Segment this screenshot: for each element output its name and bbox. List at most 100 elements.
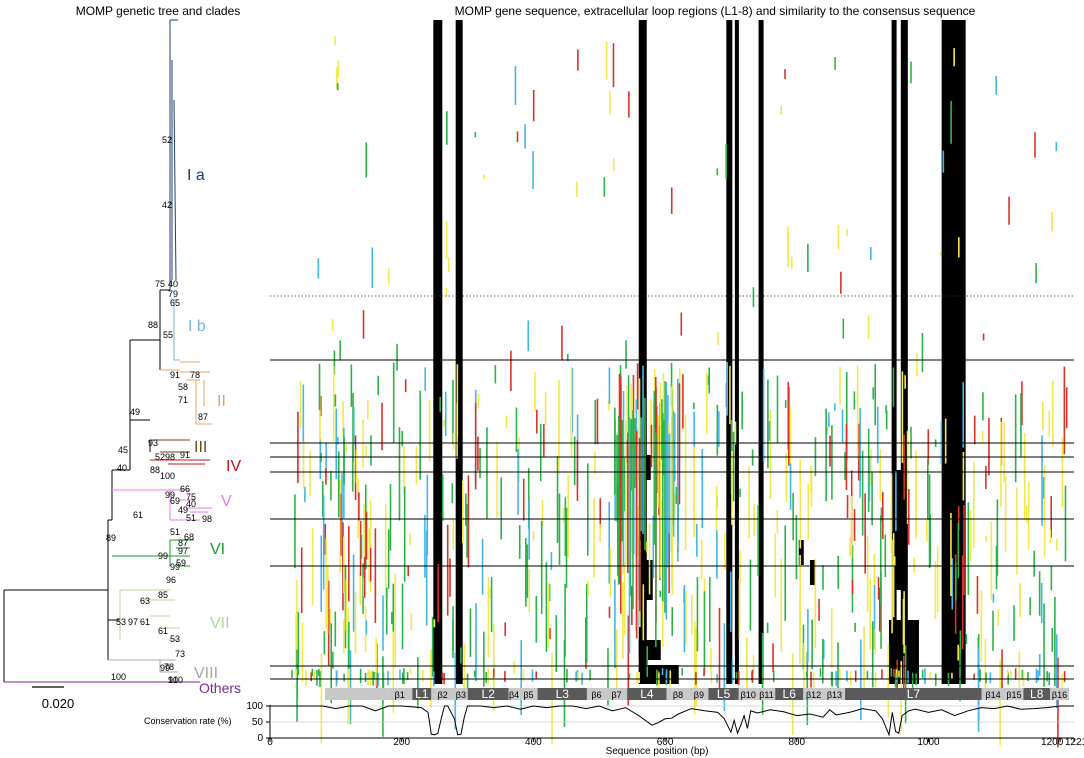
substitution-mark xyxy=(1050,496,1053,538)
substitution-mark xyxy=(623,562,626,636)
substitution-mark xyxy=(881,669,883,679)
substitution-mark xyxy=(682,374,684,429)
substitution-mark xyxy=(640,417,643,532)
substitution-mark xyxy=(558,379,560,474)
substitution-mark xyxy=(735,672,738,679)
substitution-mark xyxy=(906,430,909,525)
substitution-mark xyxy=(335,670,338,687)
substitution-mark xyxy=(1027,482,1030,549)
substitution-mark xyxy=(658,425,660,516)
substitution-mark xyxy=(623,457,626,512)
substitution-mark xyxy=(322,481,324,517)
substitution-mark xyxy=(367,669,369,686)
substitution-mark xyxy=(362,419,364,468)
region-segment xyxy=(845,688,982,700)
variable-region-band xyxy=(891,20,897,684)
substitution-mark xyxy=(474,670,476,678)
substitution-mark xyxy=(576,181,578,198)
substitution-mark xyxy=(718,607,721,689)
substitution-mark xyxy=(690,595,693,635)
substitution-mark xyxy=(695,627,697,706)
substitution-mark xyxy=(957,644,959,661)
substitution-mark xyxy=(349,650,352,725)
substitution-mark xyxy=(409,533,411,546)
substitution-mark xyxy=(871,621,874,688)
substitution-mark xyxy=(333,350,336,374)
substitution-mark xyxy=(784,525,787,621)
substitution-mark xyxy=(630,418,633,491)
substitution-mark xyxy=(995,75,997,95)
region-segment xyxy=(627,688,667,700)
substitution-mark xyxy=(828,412,830,428)
substitution-mark xyxy=(811,619,813,670)
substitution-mark xyxy=(934,673,937,686)
substitution-mark xyxy=(1061,673,1064,690)
substitution-mark xyxy=(627,615,630,706)
substitution-mark xyxy=(1051,627,1054,652)
region-segment xyxy=(803,688,824,700)
substitution-mark xyxy=(452,619,454,659)
substitution-mark xyxy=(870,247,872,261)
substitution-mark xyxy=(351,444,354,492)
clade-label-iii: III xyxy=(194,439,207,456)
substitution-mark xyxy=(655,405,658,494)
substitution-mark xyxy=(927,458,929,521)
substitution-mark xyxy=(942,150,945,173)
substitution-mark xyxy=(615,629,618,698)
substitution-mark xyxy=(642,365,644,534)
region-label: L3 xyxy=(556,687,570,701)
substitution-mark xyxy=(903,591,905,654)
bootstrap-value: 52 xyxy=(155,452,165,462)
bootstrap-value: 78 xyxy=(164,662,174,672)
substitution-mark xyxy=(532,89,535,122)
substitution-mark xyxy=(336,670,339,684)
bootstrap-value: 98 xyxy=(165,452,175,462)
substitution-mark xyxy=(1021,669,1024,680)
clade-label-ib: I b xyxy=(188,318,206,335)
substitution-mark xyxy=(343,673,345,682)
substitution-mark xyxy=(898,670,900,678)
clade-label-vi: VI xyxy=(210,541,225,558)
x-tick-label: 0 xyxy=(267,737,273,748)
substitution-mark xyxy=(936,546,939,612)
substitution-mark xyxy=(424,514,426,578)
substitution-mark xyxy=(334,611,337,647)
substitution-mark xyxy=(562,507,565,523)
substitution-mark xyxy=(456,403,458,459)
substitution-mark xyxy=(660,501,663,521)
substitution-mark xyxy=(352,554,355,632)
substitution-mark xyxy=(532,531,535,541)
substitution-mark xyxy=(543,423,545,457)
substitution-mark xyxy=(894,673,897,688)
substitution-mark xyxy=(780,106,783,115)
substitution-mark xyxy=(957,506,960,531)
substitution-mark xyxy=(331,319,334,331)
substitution-mark xyxy=(318,363,321,411)
substitution-mark xyxy=(766,622,769,633)
substitution-mark xyxy=(545,562,548,652)
substitution-mark xyxy=(357,478,359,538)
substitution-mark xyxy=(369,499,372,593)
substitution-mark xyxy=(365,142,368,178)
region-segment xyxy=(981,688,1005,700)
substitution-mark xyxy=(608,367,611,404)
substitution-mark xyxy=(772,669,775,683)
variable-region-band xyxy=(433,20,443,684)
substitution-mark xyxy=(337,451,340,518)
bootstrap-value: 65 xyxy=(170,298,180,308)
substitution-mark xyxy=(851,545,854,613)
substitution-mark xyxy=(362,310,365,339)
substitution-mark xyxy=(599,524,601,543)
substitution-mark xyxy=(301,622,304,682)
substitution-mark xyxy=(612,158,615,172)
bootstrap-value: 100 xyxy=(168,675,183,685)
substitution-mark xyxy=(892,533,895,618)
substitution-mark xyxy=(1041,435,1043,526)
bootstrap-value: 40 xyxy=(117,463,127,473)
substitution-mark xyxy=(890,473,893,532)
substitution-mark xyxy=(916,353,918,377)
substitution-mark xyxy=(741,391,743,430)
substitution-mark xyxy=(967,502,970,595)
substitution-mark xyxy=(873,554,876,586)
